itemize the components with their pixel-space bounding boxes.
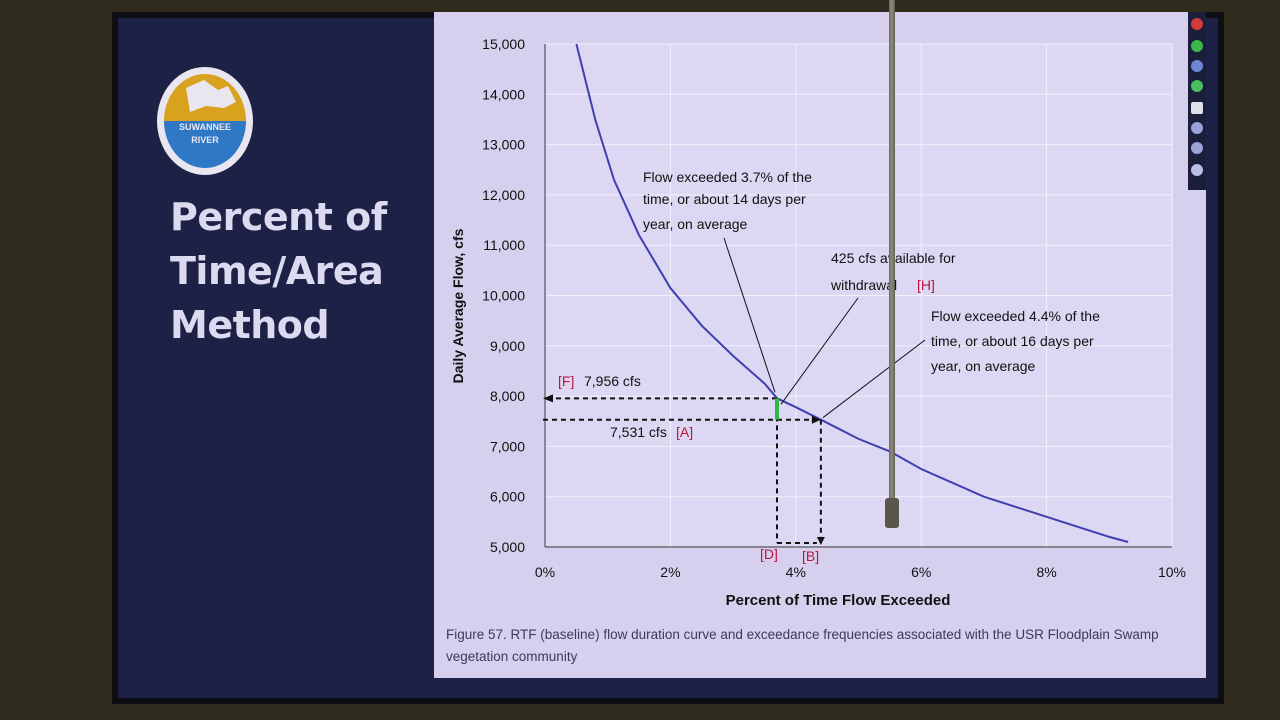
note-44-line-3: year, on average	[931, 358, 1036, 374]
figure-caption: Figure 57. RTF (baseline) flow duration …	[446, 627, 1159, 664]
y-tick-label: 8,000	[490, 388, 525, 404]
x-tick-label: 6%	[911, 564, 931, 580]
x-axis-label: Percent of Time Flow Exceeded	[726, 592, 951, 609]
eraser-icon[interactable]	[1191, 60, 1203, 72]
f-arrow-head	[543, 394, 553, 403]
y-tick-label: 12,000	[482, 187, 525, 203]
h-label: [H]	[917, 277, 935, 293]
y-tick-label: 11,000	[483, 237, 525, 253]
svg-text:SUWANNEE: SUWANNEE	[179, 122, 231, 132]
slide-title-line-2: Time/Area	[170, 249, 384, 293]
district-logo: SUWANNEE RIVER	[157, 67, 253, 175]
y-tick-label: 6,000	[490, 489, 525, 505]
slide-title-line-3: Method	[170, 303, 330, 347]
chart-axes: 5,000 6,000 7,000 8,000 9,000 10,000 11,000 12,…	[482, 36, 1186, 580]
y-tick-label: 15,000	[482, 36, 525, 52]
x-tick-label: 10%	[1158, 564, 1186, 580]
a-value: 7,531 cfs	[610, 424, 667, 440]
y-tick-label: 9,000	[490, 338, 525, 354]
note-37-line-1: Flow exceeded 3.7% of the	[643, 169, 812, 185]
note-44-line-2: time, or about 16 days per	[931, 333, 1094, 349]
h-line-2: withdrawal	[830, 277, 897, 293]
x-tick-label: 4%	[786, 564, 806, 580]
h-leader	[780, 297, 859, 405]
annotation-toolbar	[1188, 12, 1206, 190]
note-37-line-3: year, on average	[643, 216, 748, 232]
settings-icon[interactable]	[1191, 164, 1203, 176]
record-icon[interactable]	[1191, 142, 1203, 154]
x-tick-label: 2%	[660, 564, 680, 580]
hanging-cable	[889, 0, 895, 512]
a-arrow-head	[811, 415, 821, 424]
cable-plug	[885, 498, 899, 528]
note44-leader	[822, 339, 926, 419]
a-label: [A]	[676, 424, 693, 440]
y-tick-label: 13,000	[482, 137, 525, 153]
slide-title-line-1: Percent of	[170, 195, 387, 239]
f-label: [F]	[558, 373, 574, 389]
note-44-line-1: Flow exceeded 4.4% of the	[931, 308, 1100, 324]
b-arrow-head	[816, 537, 825, 545]
annotation-marks	[543, 237, 926, 545]
x-tick-label: 8%	[1036, 564, 1056, 580]
note-37-line-2: time, or about 14 days per	[643, 191, 806, 207]
highlighter-icon[interactable]	[1191, 80, 1203, 92]
b-label: [B]	[802, 548, 819, 564]
y-axis-label: Daily Average Flow, cfs	[450, 228, 466, 383]
x-tick-label: 0%	[535, 564, 555, 580]
y-tick-label: 14,000	[482, 86, 525, 102]
chart-grid	[544, 43, 1173, 548]
flow-duration-curve	[575, 43, 1129, 543]
page-icon[interactable]	[1191, 102, 1203, 114]
y-tick-label: 5,000	[490, 539, 525, 555]
note37-leader	[723, 237, 776, 393]
close-tool-icon[interactable]	[1191, 18, 1203, 30]
undo-icon[interactable]	[1191, 122, 1203, 134]
d-label: [D]	[760, 546, 778, 562]
y-tick-label: 7,000	[490, 438, 525, 454]
y-tick-label: 10,000	[482, 288, 525, 304]
slide-title: Percent of Time/Area Method	[170, 190, 430, 352]
svg-text:RIVER: RIVER	[191, 135, 219, 145]
f-value: 7,956 cfs	[584, 373, 641, 389]
pen-green-icon[interactable]	[1191, 40, 1203, 52]
